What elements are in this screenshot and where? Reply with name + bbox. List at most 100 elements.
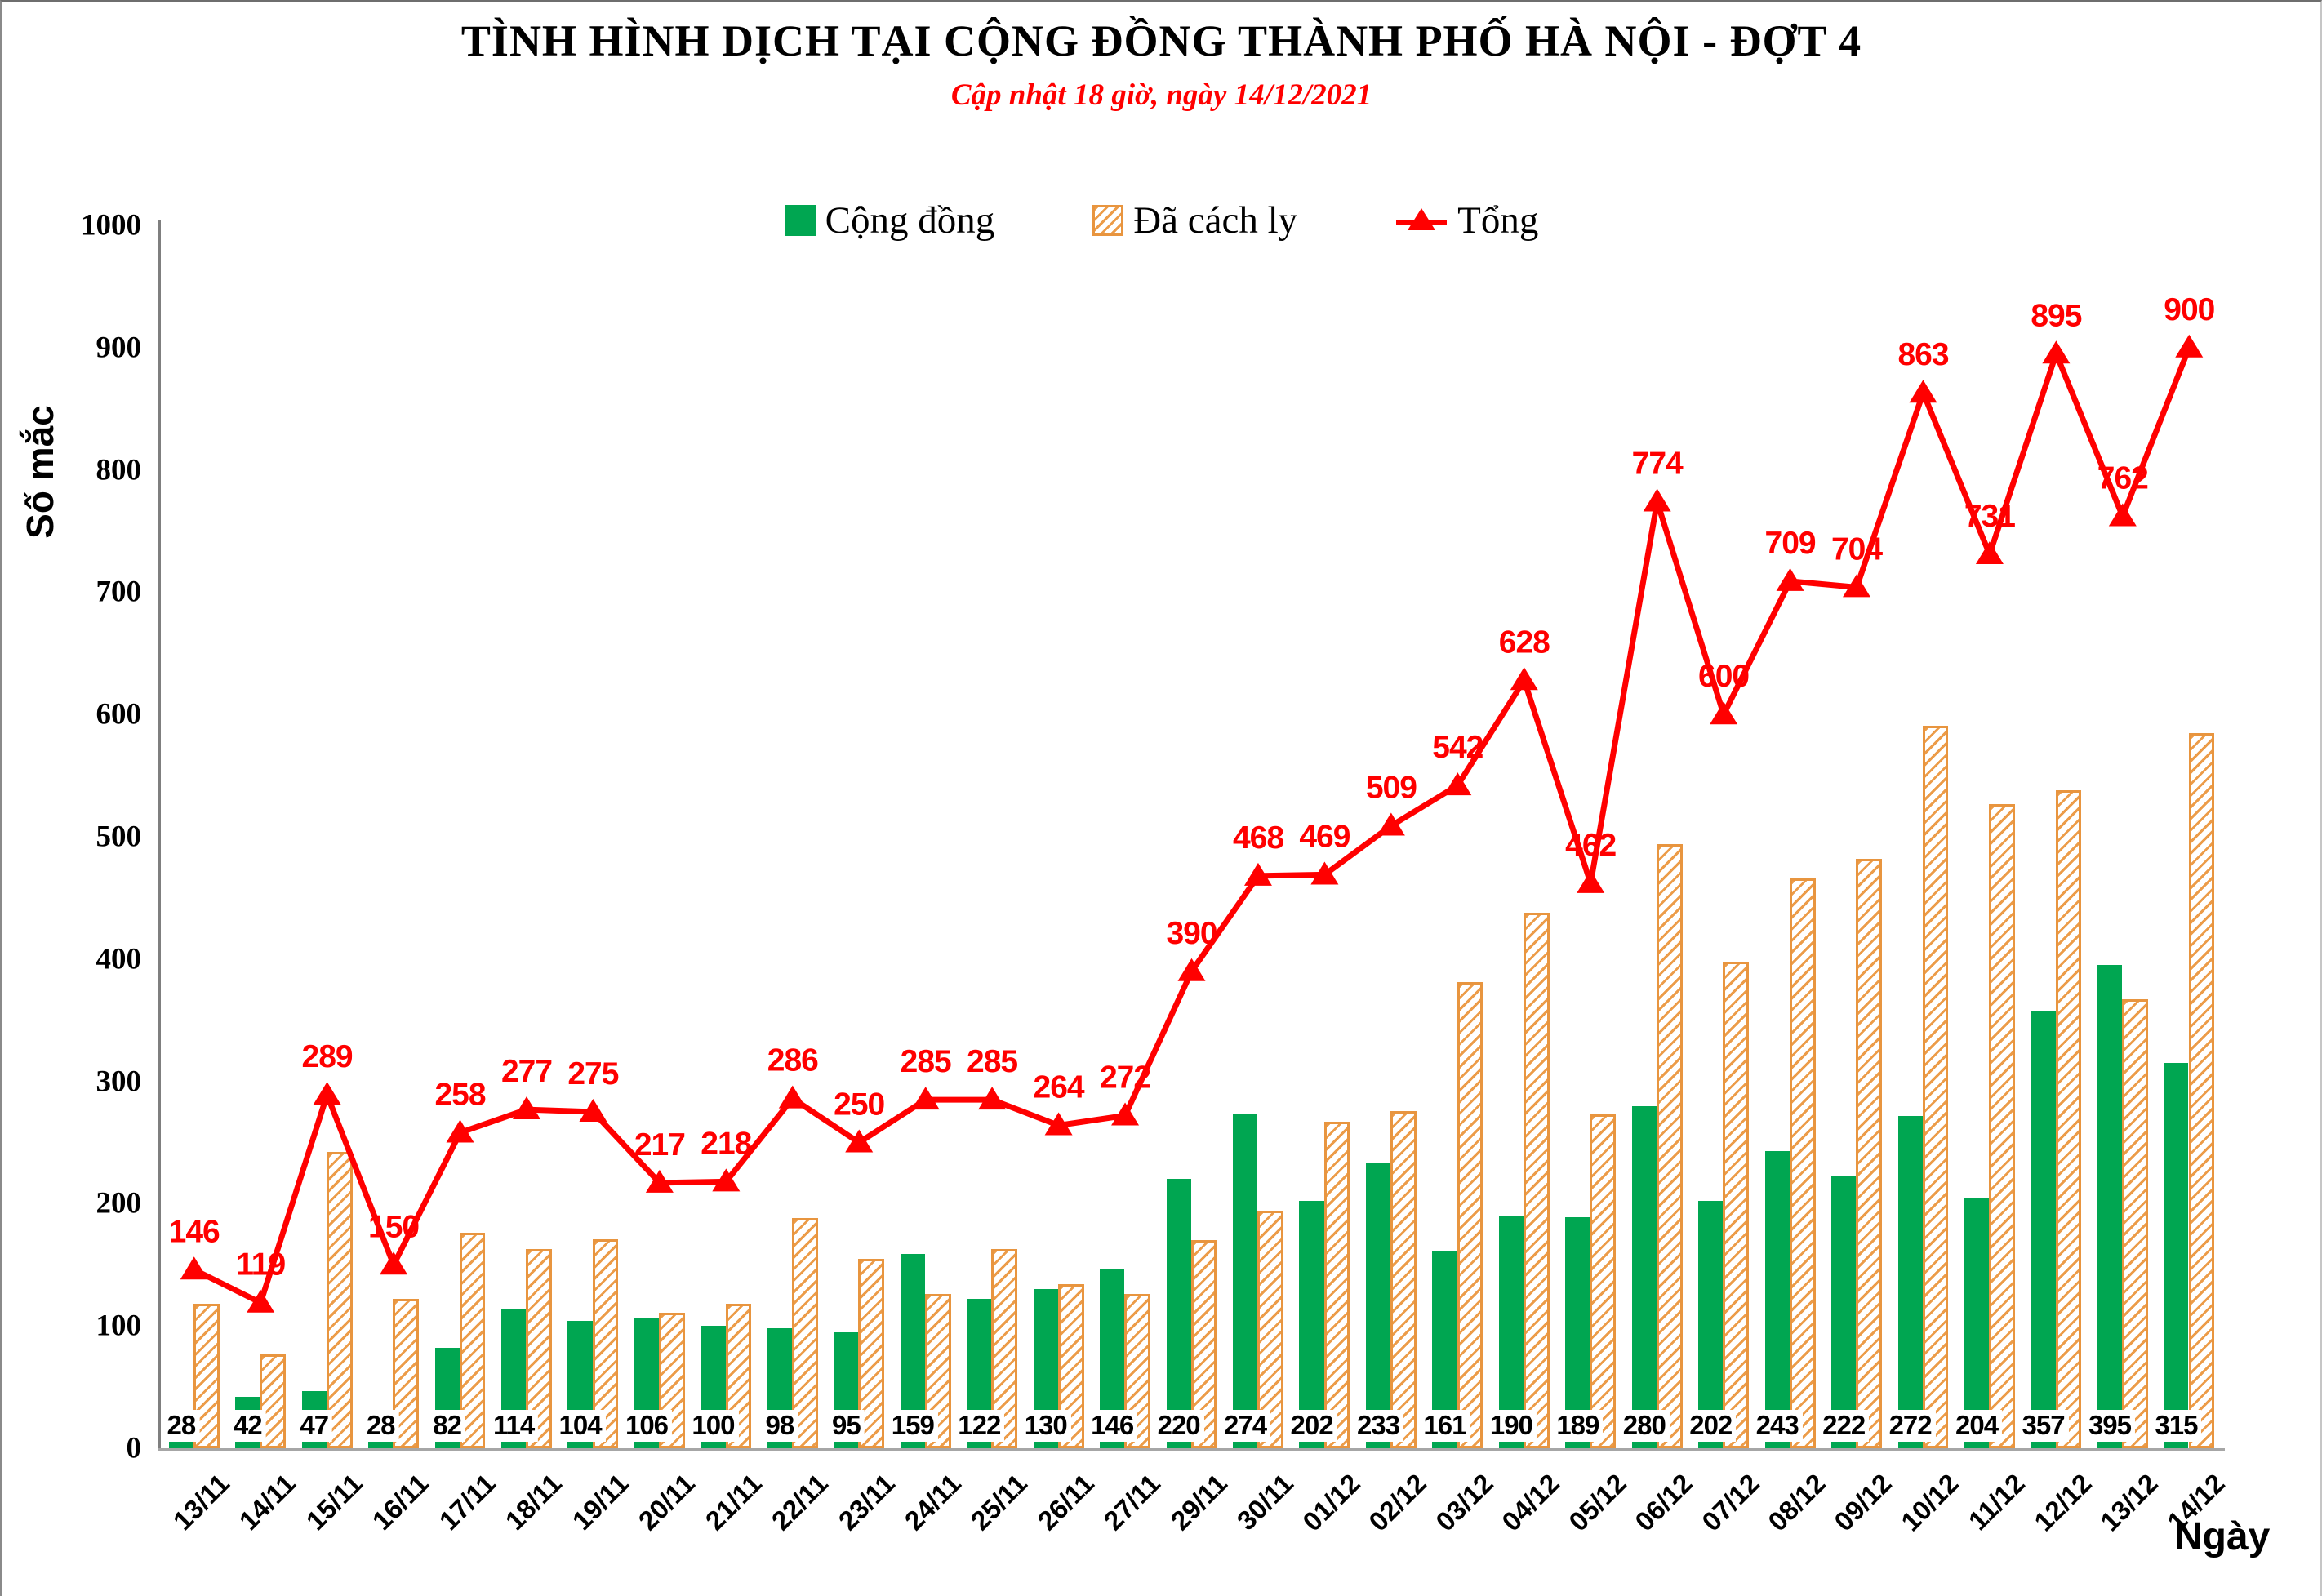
x-tick-label: 12/12 — [2028, 1468, 2097, 1537]
category-slot: 47 15/11 — [294, 225, 368, 1536]
bar-community — [1631, 1105, 1657, 1448]
x-tick-label: 14/11 — [234, 1468, 302, 1536]
bar-quarantined — [1789, 878, 1816, 1448]
community-value-label: 98 — [761, 1410, 798, 1442]
bar-quarantined — [1390, 1110, 1417, 1448]
x-tick-label: 13/12 — [2094, 1468, 2164, 1537]
category-slot: 272 10/12 — [1884, 225, 1964, 1537]
y-tick-label: 800 — [96, 453, 142, 487]
community-value-label: 190 — [1485, 1410, 1537, 1442]
total-line-marker-icon — [1396, 208, 1448, 230]
community-value-label: 47 — [296, 1410, 333, 1442]
category-slot: 357 12/12 — [2017, 225, 2097, 1537]
x-tick-label: 11/12 — [1962, 1468, 2031, 1536]
community-value-label: 274 — [1220, 1410, 1271, 1442]
y-axis-line — [158, 220, 161, 1451]
community-value-label: 130 — [1020, 1410, 1071, 1442]
x-tick-label: 22/11 — [765, 1468, 834, 1536]
category-slot: 98 22/11 — [759, 225, 834, 1536]
bar-quarantined — [1989, 803, 2015, 1448]
community-value-label: 159 — [887, 1410, 938, 1442]
community-value-label: 146 — [1087, 1410, 1138, 1442]
legend-label-community: Cộng đồng — [825, 199, 995, 242]
x-tick-label: 15/11 — [300, 1468, 368, 1536]
legend: Cộng đồng Đã cách ly Tổng — [2, 198, 2320, 242]
category-slot: 204 11/12 — [1951, 225, 2031, 1536]
x-tick-label: 07/12 — [1695, 1468, 1765, 1537]
community-value-label: 202 — [1685, 1410, 1737, 1442]
x-tick-label: 08/12 — [1762, 1468, 1831, 1537]
community-value-label: 122 — [954, 1410, 1005, 1442]
x-tick-label: 26/11 — [1031, 1468, 1100, 1536]
community-value-label: 280 — [1618, 1410, 1670, 1442]
community-value-label: 243 — [1751, 1410, 1803, 1442]
community-value-label: 357 — [2017, 1410, 2069, 1442]
category-slot: 395 13/12 — [2084, 225, 2164, 1537]
bar-quarantined — [1523, 912, 1550, 1448]
bar-community — [2164, 1063, 2189, 1448]
x-tick-label: 30/11 — [1230, 1468, 1300, 1536]
category-slot: 122 25/11 — [954, 225, 1033, 1536]
x-tick-label: 20/11 — [632, 1468, 701, 1536]
y-tick-label: 500 — [96, 820, 142, 854]
bar-community — [1233, 1113, 1258, 1448]
legend-item-total: Tổng — [1395, 198, 1538, 242]
y-tick-label: 1000 — [81, 208, 141, 242]
x-tick-label: 23/11 — [832, 1468, 901, 1536]
category-slot: 104 19/11 — [554, 225, 634, 1536]
community-value-label: 82 — [429, 1410, 465, 1442]
bar-quarantined — [326, 1152, 353, 1448]
category-slot: 190 04/12 — [1485, 225, 1565, 1537]
chart-title: TÌNH HÌNH DỊCH TẠI CỘNG ĐỒNG THÀNH PHỐ H… — [460, 16, 1862, 65]
y-tick-label: 400 — [96, 942, 142, 976]
community-value-label: 220 — [1153, 1410, 1204, 1442]
category-slot: 202 07/12 — [1685, 225, 1764, 1537]
category-slot: 114 18/11 — [488, 225, 567, 1536]
bar-quarantined — [2055, 790, 2082, 1448]
community-value-label: 233 — [1352, 1410, 1404, 1442]
community-value-label: 114 — [488, 1410, 539, 1442]
x-tick-label: 25/11 — [965, 1468, 1034, 1536]
category-slot: 222 09/12 — [1818, 225, 1897, 1537]
x-tick-label: 05/12 — [1562, 1468, 1632, 1537]
community-value-label: 100 — [687, 1410, 739, 1442]
x-tick-label: 29/11 — [1164, 1468, 1233, 1536]
community-value-label: 106 — [621, 1410, 673, 1442]
bar-quarantined — [1457, 982, 1484, 1448]
bar-quarantined — [1922, 725, 1949, 1448]
bar-community — [1897, 1115, 1923, 1448]
x-tick-label: 27/11 — [1097, 1468, 1167, 1536]
category-slot: 130 26/11 — [1020, 225, 1100, 1536]
y-tick-label: 600 — [96, 697, 142, 731]
x-tick-label: 09/12 — [1828, 1468, 1898, 1537]
y-tick-label: 100 — [96, 1309, 142, 1343]
community-value-label: 395 — [2084, 1410, 2135, 1442]
bar-community — [1365, 1163, 1391, 1448]
category-slot: 100 21/11 — [687, 225, 767, 1536]
category-slot: 243 08/12 — [1751, 225, 1831, 1537]
bar-community — [1166, 1179, 1191, 1448]
x-tick-label: 01/12 — [1297, 1468, 1366, 1537]
x-tick-label: 04/12 — [1496, 1468, 1565, 1537]
category-slot: 274 30/11 — [1220, 225, 1299, 1536]
legend-label-quarantined: Đã cách ly — [1133, 199, 1298, 242]
community-value-label: 272 — [1884, 1410, 1936, 1442]
x-tick-label: 06/12 — [1629, 1468, 1698, 1537]
legend-item-community: Cộng đồng — [784, 198, 995, 242]
community-value-label: 28 — [362, 1410, 399, 1442]
community-value-label: 315 — [2151, 1410, 2202, 1442]
x-tick-label: 24/11 — [898, 1468, 967, 1536]
x-axis-line — [158, 1448, 2225, 1451]
category-slot: 146 27/11 — [1087, 225, 1166, 1536]
community-swatch-icon — [784, 205, 816, 236]
community-value-label: 202 — [1286, 1410, 1337, 1442]
y-tick-label: 200 — [96, 1186, 142, 1220]
bar-quarantined — [1856, 858, 1882, 1448]
category-slot: 315 14/12 — [2151, 225, 2230, 1537]
community-value-label: 28 — [162, 1410, 200, 1442]
chart-subtitle: Cập nhật 18 giờ, ngày 14/12/2021 — [950, 78, 1372, 112]
category-slot: 28 16/11 — [360, 225, 434, 1536]
category-slot: 106 20/11 — [621, 225, 701, 1536]
x-tick-label: 21/11 — [699, 1468, 767, 1536]
